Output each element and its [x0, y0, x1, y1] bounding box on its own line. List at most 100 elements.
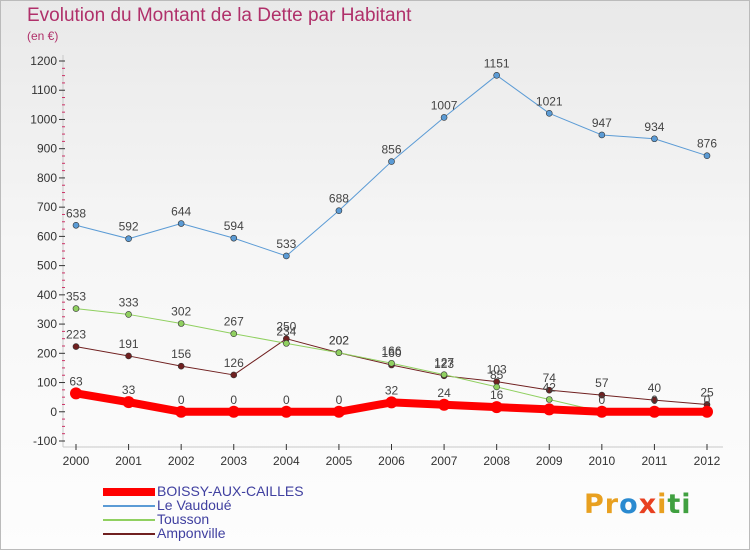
data-label-3: 250 [276, 320, 296, 334]
data-point-0 [332, 405, 345, 418]
logo-letter: x [638, 489, 658, 520]
data-label-2: 353 [66, 290, 86, 304]
data-point-3 [72, 343, 80, 350]
x-tick-label: 2010 [588, 454, 615, 468]
data-point-0 [438, 398, 451, 411]
data-point-1 [335, 207, 343, 214]
logo-letter: i [657, 489, 668, 520]
data-point-1 [598, 131, 606, 139]
data-label-0: 32 [385, 383, 399, 397]
data-label-2: 267 [224, 315, 244, 329]
data-label-0: 0 [178, 393, 185, 407]
data-label-1: 1021 [536, 94, 563, 108]
x-tick-label: 2011 [642, 454, 668, 468]
x-tick-label: 2009 [536, 454, 563, 468]
y-tick-label: 100 [37, 376, 57, 390]
data-label-1: 856 [381, 143, 401, 157]
data-point-3 [651, 396, 658, 404]
data-label-1: 1007 [431, 98, 458, 112]
data-point-1 [283, 252, 290, 260]
data-label-1: 638 [66, 206, 86, 220]
data-point-2 [125, 311, 132, 318]
legend-label-3: Amponville [157, 525, 226, 541]
series-layer [70, 72, 713, 418]
data-label-1: 592 [119, 220, 139, 234]
x-tick-label: 2006 [378, 454, 405, 468]
data-point-1 [651, 135, 658, 143]
data-label-0: 0 [230, 393, 237, 407]
data-point-1 [72, 221, 80, 229]
data-label-0: 16 [490, 388, 504, 402]
data-label-3: 160 [381, 346, 401, 360]
y-tick-label: 400 [37, 288, 57, 302]
y-tick-label: 1100 [31, 83, 57, 97]
data-label-3: 126 [224, 356, 244, 370]
data-point-1 [440, 114, 448, 121]
data-label-1: 934 [644, 120, 664, 134]
data-labels: 63 33 0 0 0 0 32 24 16 638 592 644 594 533 688 856 1007 1… [66, 56, 717, 406]
data-label-2: 302 [171, 304, 191, 318]
data-label-3: 191 [119, 337, 139, 351]
data-label-2: 166 [381, 344, 401, 358]
data-point-1 [230, 234, 238, 242]
x-tick-label: 2008 [483, 454, 510, 468]
data-point-3 [230, 371, 238, 379]
legend-swatch-0 [103, 488, 155, 496]
data-label-0: 63 [69, 374, 83, 388]
data-point-1 [545, 110, 553, 117]
data-point-0 [385, 396, 398, 409]
data-label-0: 33 [122, 383, 136, 397]
data-label-3: 40 [648, 381, 662, 395]
data-label-0: 24 [437, 386, 451, 400]
data-label-2: 333 [119, 295, 139, 309]
x-tick-label: 2003 [220, 454, 247, 468]
data-point-2 [283, 340, 290, 347]
data-point-1 [493, 72, 500, 79]
data-point-0 [70, 387, 82, 400]
axes: -100010020030040050060070080090010001100… [30, 54, 723, 468]
data-point-0 [227, 405, 240, 418]
data-label-2: 0 [651, 393, 658, 407]
x-tick-label: 2000 [63, 454, 90, 468]
data-point-3 [598, 391, 606, 399]
data-point-0 [543, 403, 556, 416]
data-point-0 [490, 401, 503, 414]
data-label-2: 127 [434, 356, 454, 370]
data-label-1: 947 [592, 116, 612, 130]
data-point-1 [177, 220, 185, 227]
data-label-1: 876 [697, 137, 717, 151]
data-point-0 [648, 405, 661, 418]
legend-swatch-3 [103, 533, 155, 535]
data-label-3: 123 [434, 357, 454, 371]
data-point-2 [545, 396, 553, 403]
y-tick-label: 600 [37, 229, 57, 243]
data-label-3: 156 [171, 347, 191, 361]
data-point-2 [72, 305, 80, 312]
chart-title: Evolution du Montant de la Dette par Hab… [27, 5, 412, 26]
data-point-1 [388, 158, 395, 165]
data-label-2: 42 [543, 380, 557, 394]
y-tick-label: 900 [37, 142, 57, 156]
data-label-0: 0 [283, 393, 290, 407]
legend-label-2: Tousson [157, 511, 210, 527]
data-label-2: 0 [704, 393, 711, 407]
data-point-3 [177, 362, 185, 370]
data-point-2 [230, 330, 238, 338]
x-tick-label: 2007 [431, 454, 458, 468]
x-tick-label: 2001 [115, 454, 142, 468]
data-label-3: 103 [487, 363, 507, 377]
data-label-3: 74 [543, 371, 557, 385]
data-point-2 [388, 359, 395, 367]
data-point-1 [125, 235, 132, 243]
x-tick-label: 2005 [326, 454, 353, 468]
data-point-0 [122, 396, 135, 409]
legend-swatch-1 [103, 505, 155, 507]
data-label-1: 644 [171, 205, 191, 219]
data-point-2 [335, 349, 343, 357]
data-label-2: 0 [598, 393, 605, 407]
data-label-2: 234 [276, 324, 296, 338]
y-tick-label: -100 [33, 434, 57, 448]
data-point-2 [177, 320, 185, 327]
data-label-1: 594 [224, 219, 244, 233]
